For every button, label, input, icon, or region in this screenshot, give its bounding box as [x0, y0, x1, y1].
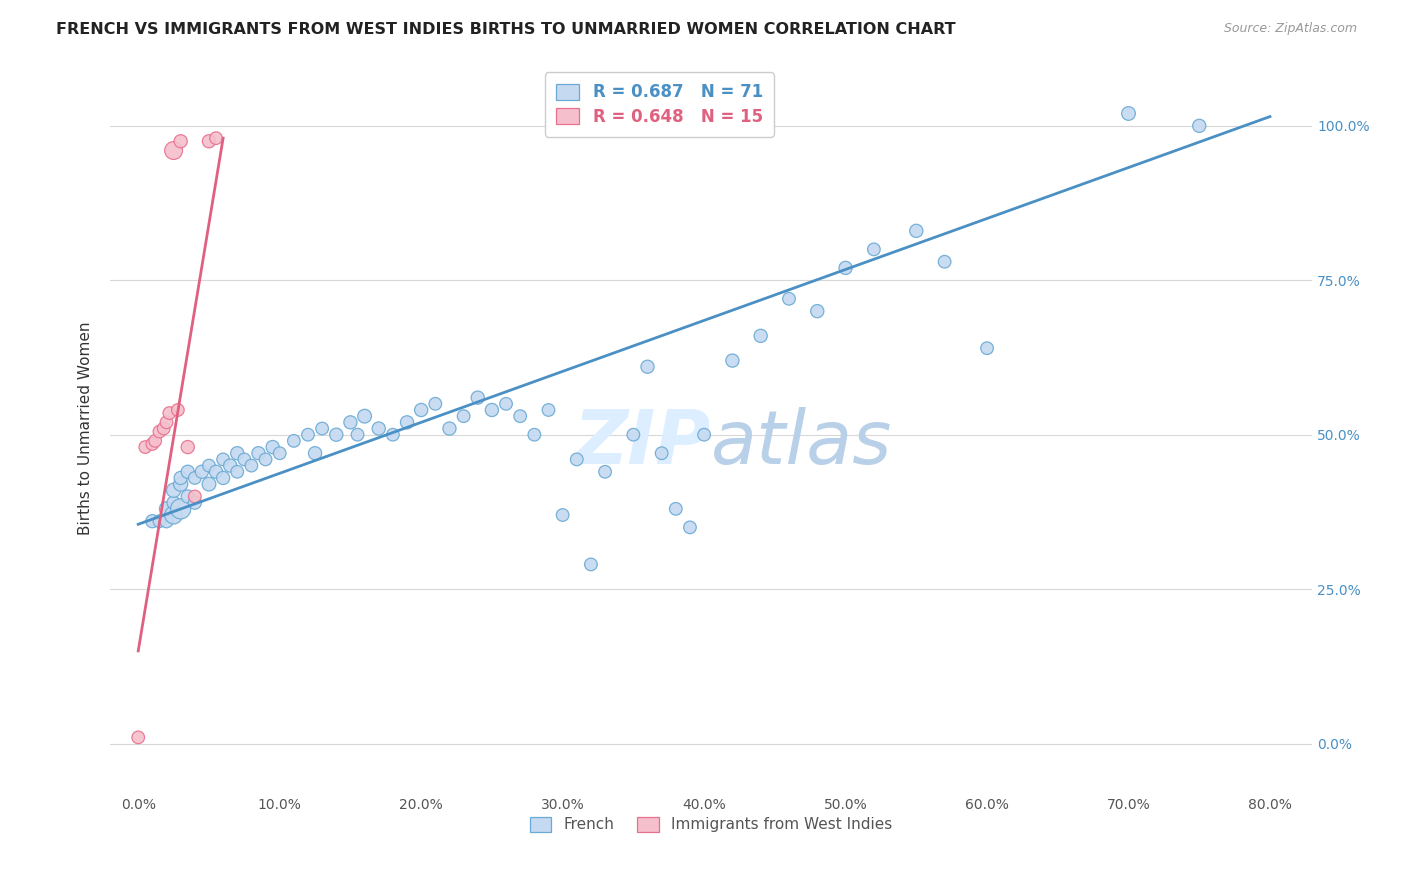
- Point: [749, 329, 772, 343]
- Point: [806, 304, 828, 318]
- Point: [205, 465, 228, 479]
- Point: [170, 501, 193, 516]
- Point: [565, 452, 588, 467]
- Point: [191, 465, 214, 479]
- Point: [262, 440, 284, 454]
- Point: [226, 465, 249, 479]
- Point: [593, 465, 616, 479]
- Point: [212, 452, 235, 467]
- Point: [481, 403, 503, 417]
- Point: [184, 496, 207, 510]
- Point: [148, 514, 170, 528]
- Point: [439, 421, 461, 435]
- Point: [233, 452, 256, 467]
- Point: [198, 458, 221, 473]
- Point: [621, 427, 644, 442]
- Point: [721, 353, 744, 368]
- Point: [155, 415, 177, 429]
- Legend: French, Immigrants from West Indies: French, Immigrants from West Indies: [523, 809, 900, 840]
- Point: [162, 144, 184, 158]
- Text: ZIP: ZIP: [574, 407, 711, 480]
- Point: [170, 477, 193, 491]
- Point: [254, 452, 277, 467]
- Point: [226, 446, 249, 460]
- Point: [269, 446, 291, 460]
- Point: [184, 471, 207, 485]
- Y-axis label: Births to Unmarried Women: Births to Unmarried Women: [79, 322, 93, 535]
- Point: [467, 391, 489, 405]
- Point: [148, 425, 170, 439]
- Point: [367, 421, 389, 435]
- Point: [134, 440, 156, 454]
- Point: [665, 501, 688, 516]
- Point: [411, 403, 433, 417]
- Point: [905, 224, 928, 238]
- Point: [778, 292, 800, 306]
- Point: [453, 409, 475, 424]
- Point: [177, 465, 200, 479]
- Point: [579, 558, 602, 572]
- Point: [311, 421, 333, 435]
- Point: [537, 403, 560, 417]
- Text: atlas: atlas: [711, 407, 893, 479]
- Point: [219, 458, 242, 473]
- Point: [495, 397, 517, 411]
- Point: [198, 477, 221, 491]
- Text: Source: ZipAtlas.com: Source: ZipAtlas.com: [1223, 22, 1357, 36]
- Point: [425, 397, 447, 411]
- Point: [637, 359, 659, 374]
- Point: [205, 131, 228, 145]
- Point: [162, 496, 184, 510]
- Point: [346, 427, 368, 442]
- Point: [339, 415, 361, 429]
- Point: [381, 427, 404, 442]
- Point: [353, 409, 375, 424]
- Point: [141, 514, 163, 528]
- Point: [141, 437, 163, 451]
- Point: [304, 446, 326, 460]
- Point: [240, 458, 263, 473]
- Point: [283, 434, 305, 448]
- Point: [325, 427, 347, 442]
- Point: [177, 440, 200, 454]
- Point: [1188, 119, 1211, 133]
- Point: [162, 508, 184, 522]
- Point: [247, 446, 270, 460]
- Point: [143, 434, 166, 448]
- Point: [834, 260, 856, 275]
- Point: [170, 134, 193, 148]
- Point: [551, 508, 574, 522]
- Point: [162, 483, 184, 498]
- Point: [297, 427, 319, 442]
- Point: [934, 254, 956, 268]
- Point: [127, 731, 149, 745]
- Point: [166, 403, 188, 417]
- Point: [863, 243, 886, 257]
- Point: [198, 134, 221, 148]
- Point: [509, 409, 531, 424]
- Point: [184, 490, 207, 504]
- Point: [157, 406, 180, 420]
- Point: [679, 520, 702, 534]
- Point: [976, 341, 998, 355]
- Point: [212, 471, 235, 485]
- Point: [523, 427, 546, 442]
- Point: [177, 490, 200, 504]
- Point: [651, 446, 673, 460]
- Point: [1118, 106, 1140, 120]
- Point: [170, 471, 193, 485]
- Point: [395, 415, 418, 429]
- Text: FRENCH VS IMMIGRANTS FROM WEST INDIES BIRTHS TO UNMARRIED WOMEN CORRELATION CHAR: FRENCH VS IMMIGRANTS FROM WEST INDIES BI…: [56, 22, 956, 37]
- Point: [155, 514, 177, 528]
- Point: [152, 421, 174, 435]
- Point: [155, 501, 177, 516]
- Point: [693, 427, 716, 442]
